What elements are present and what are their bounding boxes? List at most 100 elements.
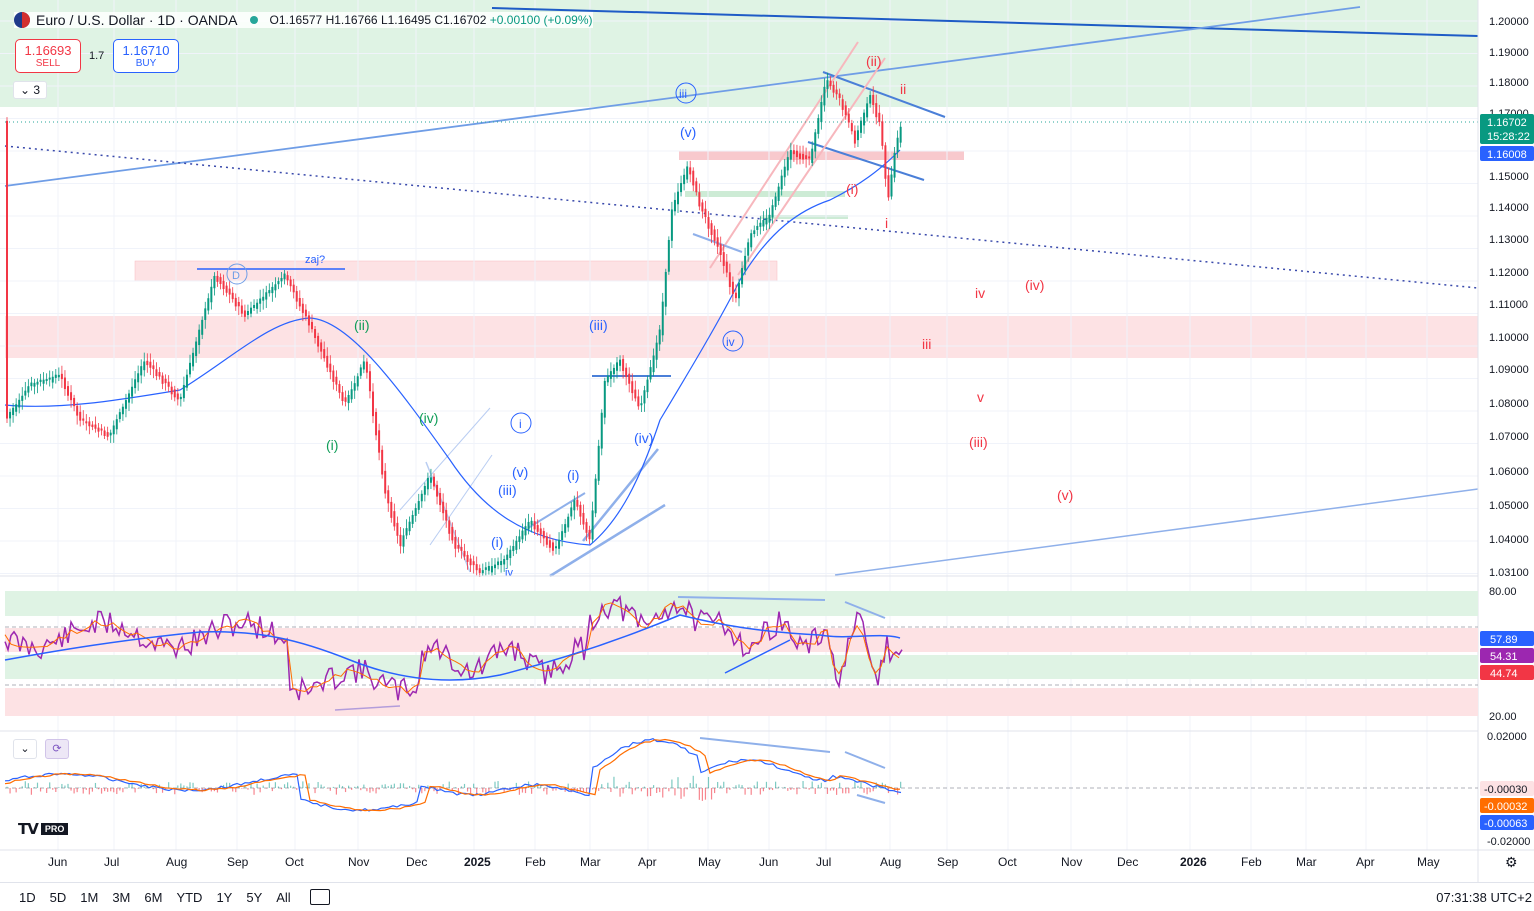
macd-divergence-3 [857, 795, 885, 803]
macd-tick-top: 0.02000 [1487, 731, 1527, 743]
wave-label-iv-small: iv [505, 567, 513, 579]
rsi-tick-80: 80.00 [1489, 586, 1517, 598]
time-tick: Sep [227, 855, 249, 869]
buy-label: BUY [136, 58, 157, 69]
clock[interactable]: 07:31:38 UTC+2 [1436, 890, 1532, 905]
grid [0, 0, 1478, 850]
range-ytd[interactable]: YTD [169, 890, 209, 905]
level-price: 1.16008 [1487, 149, 1527, 161]
macd-divergence-1 [700, 738, 830, 752]
time-tick: Nov [348, 855, 369, 869]
time-tick: Jun [759, 855, 778, 869]
wave-label-v-small: (v) [512, 464, 528, 480]
market-open-icon [250, 16, 258, 24]
time-tick: May [1417, 855, 1440, 869]
wave-label-iii-red: iii [922, 336, 931, 352]
time-tick: Oct [285, 855, 304, 869]
sell-label: SELL [36, 58, 60, 69]
time-tick: 2025 [464, 855, 491, 869]
wave-label-i-circle: i [519, 417, 522, 431]
time-tick: Feb [1241, 855, 1262, 869]
range-all[interactable]: All [269, 890, 297, 905]
wave-label-i-small: (i) [567, 467, 579, 483]
sync-icon[interactable]: ⟳ [45, 739, 69, 759]
time-tick: Oct [998, 855, 1017, 869]
macd-divergence-2 [845, 752, 885, 768]
rsi-value: 54.31 [1490, 651, 1518, 663]
buy-button[interactable]: 1.16710 BUY [113, 39, 179, 73]
range-5d[interactable]: 5D [43, 890, 74, 905]
symbol-title[interactable]: Euro / U.S. Dollar · 1D · OANDA [36, 12, 238, 28]
chevron-down-icon[interactable]: ⌄ [13, 739, 37, 759]
bottom-toolbar[interactable]: 1D 5D 1M 3M 6M YTD 1Y 5Y All 07:31:38 UT… [0, 882, 1534, 911]
time-tick: Mar [580, 855, 601, 869]
rsi-pane[interactable] [5, 591, 1478, 716]
price-axis[interactable]: 1.20000 1.19000 1.18000 1.17000 1.15000 … [1480, 16, 1534, 579]
settings-gear-icon[interactable]: ⚙ [1505, 854, 1518, 871]
price-tick: 1.20000 [1489, 16, 1529, 28]
time-tick: Dec [406, 855, 427, 869]
green-zone-small [685, 191, 845, 197]
line-support-1 [583, 449, 658, 541]
macd-v1: -0.00030 [1484, 784, 1527, 796]
time-tick: 2026 [1180, 855, 1207, 869]
macd-v3: -0.00063 [1484, 818, 1527, 830]
symbol-header[interactable]: Euro / U.S. Dollar · 1D · OANDA O1.16577… [14, 12, 593, 28]
time-tick: Jul [816, 855, 831, 869]
macd-tick-bottom: -0.02000 [1487, 836, 1530, 848]
macd-controls[interactable]: ⌄ ⟳ [13, 739, 69, 759]
trendline-lower-channel [835, 489, 1478, 575]
price-tick: 1.04000 [1489, 534, 1529, 546]
logo-mark: TV [18, 820, 38, 838]
wave-label-iv-teal: (iv) [419, 410, 438, 426]
time-tick: Apr [1356, 855, 1375, 869]
range-6m[interactable]: 6M [137, 890, 169, 905]
price-tick: 1.19000 [1489, 47, 1529, 59]
price-tick: 1.09000 [1489, 364, 1529, 376]
range-1d[interactable]: 1D [12, 890, 43, 905]
price-tick: 1.10000 [1489, 332, 1529, 344]
range-1y[interactable]: 1Y [209, 890, 239, 905]
wave-label-D: D [232, 270, 240, 282]
wave-label-iii-small: (iii) [498, 482, 517, 498]
price-tick: 1.15000 [1489, 171, 1529, 183]
chevron-down-icon: ⌄ [20, 83, 30, 97]
price-tick: 1.18000 [1489, 77, 1529, 89]
wave-label-i-red: i [885, 215, 888, 231]
range-1m[interactable]: 1M [73, 890, 105, 905]
line-channel-a [400, 408, 490, 510]
rsi-red-bottom [5, 688, 1478, 716]
wave-label-i-red-paren: (i) [846, 181, 858, 197]
wave-label-ii-red: ii [900, 81, 906, 97]
macd-v2: -0.00032 [1484, 801, 1527, 813]
macd-pane[interactable] [5, 738, 1478, 811]
rsi-ma-value: 57.89 [1490, 634, 1518, 646]
rsi-green-top [5, 591, 1478, 616]
range-5y[interactable]: 5Y [239, 890, 269, 905]
sell-button[interactable]: 1.16693 SELL [15, 39, 81, 73]
wave-label-v-blue: (v) [680, 124, 696, 140]
time-tick: Aug [166, 855, 187, 869]
wave-label-ii-teal: (ii) [354, 317, 370, 333]
price-tick: 1.07000 [1489, 431, 1529, 443]
wave-note-zaj: zaj? [305, 254, 325, 266]
price-tick: 1.05000 [1489, 500, 1529, 512]
time-tick: Apr [638, 855, 657, 869]
time-tick: Jul [104, 855, 119, 869]
price-tick: 1.08000 [1489, 398, 1529, 410]
current-price: 1.16702 [1487, 117, 1527, 129]
buy-price: 1.16710 [123, 43, 170, 58]
rsi-lower-value: 44.74 [1490, 668, 1518, 680]
calendar-icon[interactable] [310, 889, 330, 905]
spread: 1.7 [89, 50, 104, 62]
time-tick: May [698, 855, 721, 869]
tradingview-logo: TV PRO [18, 820, 68, 838]
price-pane[interactable]: D zaj? iii (v) (iii) (iv) iv i (v) (iii)… [0, 0, 1478, 850]
range-3m[interactable]: 3M [105, 890, 137, 905]
indicators-toggle[interactable]: ⌄ 3 [13, 81, 47, 99]
wave-label-iii-top: iii [679, 87, 687, 101]
macd-line [5, 739, 901, 811]
time-tick: Dec [1117, 855, 1138, 869]
